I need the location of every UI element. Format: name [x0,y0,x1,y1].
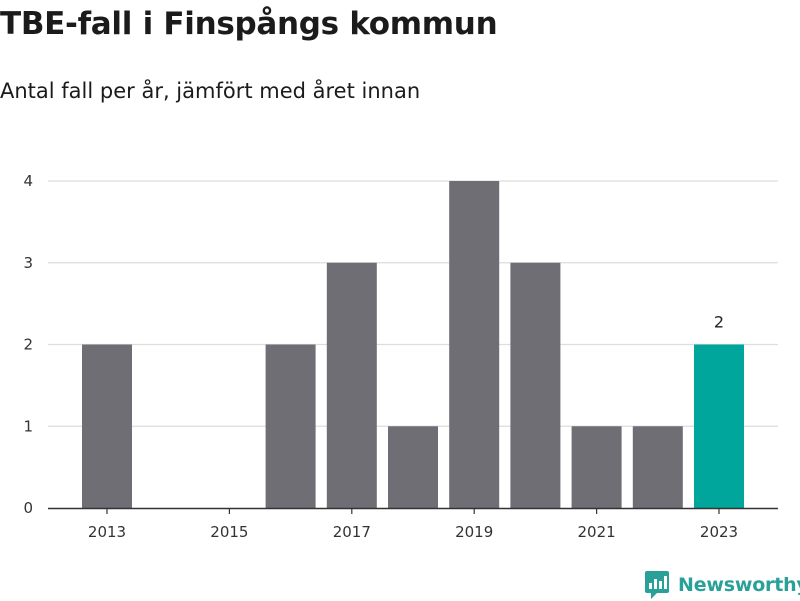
bar-2017 [326,262,377,508]
x-tick-label: 2013 [88,523,126,541]
y-tick-label: 1 [23,417,33,435]
data-label: 2 [714,313,724,332]
bar-2016 [265,344,316,508]
x-tick-label: 2019 [455,523,493,541]
bar-2021 [571,426,622,508]
x-tick-label: 2023 [700,523,738,541]
chart-title: TBE-fall i Finspångs kommun [0,6,498,42]
newsworthy-logo[interactable]: Newsworthy [644,569,800,601]
y-axis-ticks: 0 1 2 3 4 [23,172,33,517]
x-tick-label: 2017 [333,523,371,541]
newsworthy-logo-icon [645,571,669,599]
x-tick-label: 2015 [210,523,248,541]
gridlines [48,180,778,427]
x-tick-label: 2021 [578,523,616,541]
y-tick-label: 4 [23,172,33,190]
bars [82,181,744,508]
bar-2019 [449,181,500,508]
newsworthy-logo-text: Newsworthy [678,574,800,596]
bar-2022 [632,426,683,508]
y-tick-label: 0 [23,499,33,517]
bar-2018 [388,426,438,508]
x-axis-ticks: 2013 2015 2017 2019 2021 2023 [88,508,738,541]
data-labels: 2 [714,313,724,332]
y-tick-label: 3 [23,254,33,272]
bar-2023 [694,344,744,508]
chart-subtitle: Antal fall per år, jämfört med året inna… [0,79,421,103]
bar-2013 [82,344,132,508]
bar-2020 [510,262,561,508]
y-tick-label: 2 [23,336,33,354]
